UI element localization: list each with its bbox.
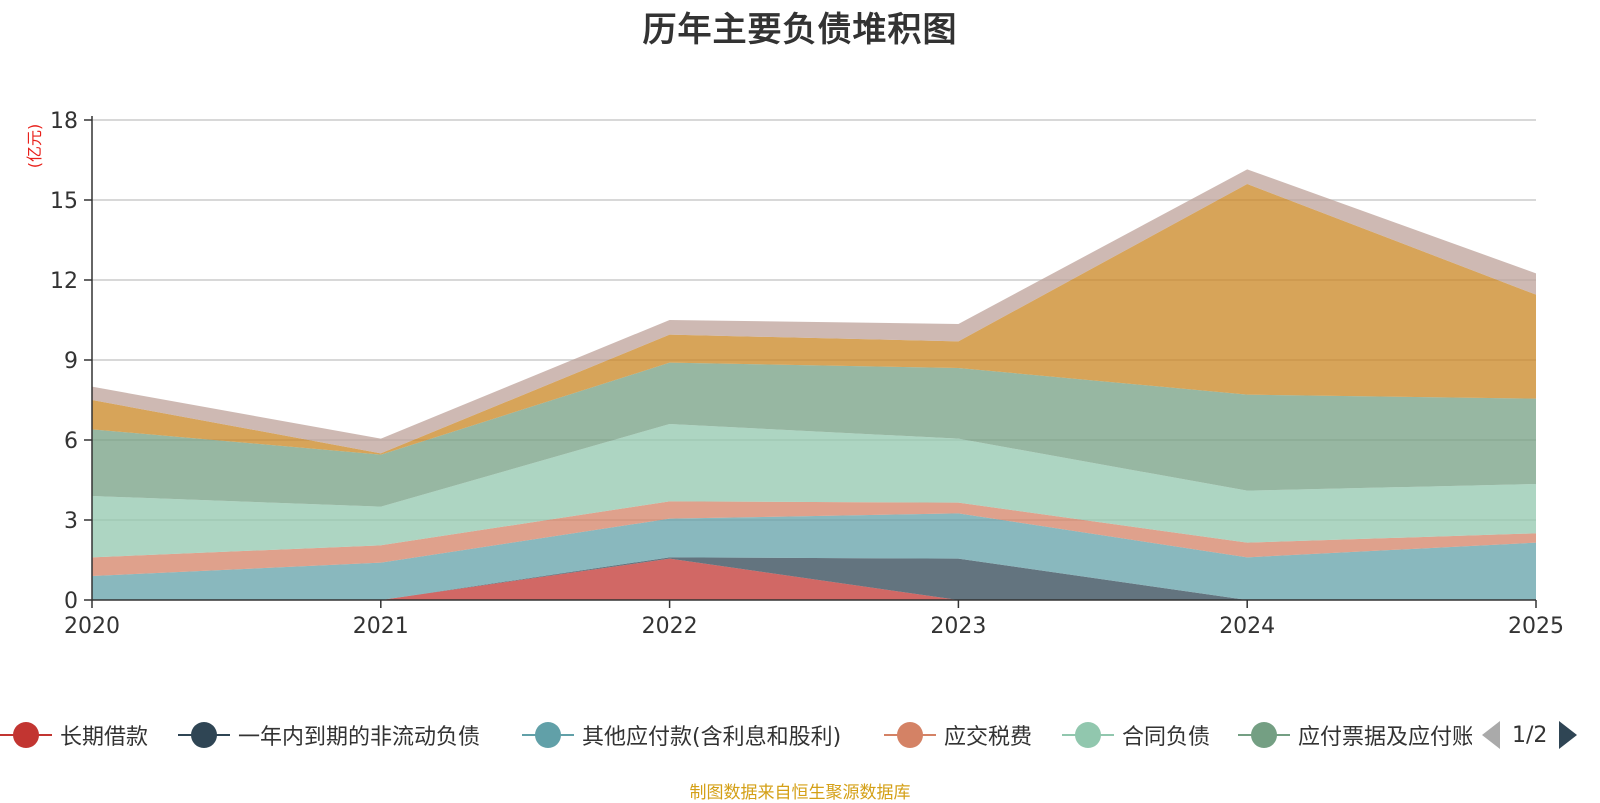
legend-marker-icon: [1238, 722, 1290, 748]
y-tick-label: 15: [50, 189, 78, 214]
legend-marker-icon: [178, 722, 230, 748]
legend-next-page-icon[interactable]: [1559, 721, 1578, 749]
legend-item[interactable]: 合同负债: [1062, 715, 1210, 755]
chart-title: 历年主要负债堆积图: [642, 10, 958, 50]
area-series-1: [92, 558, 1536, 600]
legend-item[interactable]: 应交税费: [884, 715, 1032, 755]
y-unit-label: (亿元): [25, 124, 44, 169]
legend-marker-icon: [884, 722, 936, 748]
legend-label: 其他应付款(含利息和股利): [582, 725, 842, 750]
legend-marker-icon: [1062, 722, 1114, 748]
legend-prev-page-icon[interactable]: [1482, 721, 1500, 749]
legend-marker-icon: [0, 722, 52, 748]
legend-label: 长期借款: [60, 725, 149, 750]
x-tick-label: 2020: [64, 614, 120, 639]
area-series-3: [92, 513, 1536, 600]
y-tick-label: 0: [64, 589, 78, 614]
stacked-area-chart: 0 3 6 9 12 15 18 2020 2021 2022 2023 2024 2025 (亿元): [25, 109, 1564, 639]
y-tick-label: 18: [50, 109, 78, 134]
x-tick-label: 2024: [1219, 614, 1275, 639]
y-tick-label: 12: [50, 269, 78, 294]
x-tick-label: 2023: [930, 614, 986, 639]
legend-item[interactable]: 长期借款: [0, 715, 148, 755]
area-series-8: [92, 169, 1536, 454]
legend-label: 合同负债: [1122, 725, 1211, 750]
area-series: [92, 169, 1536, 600]
x-tick-label: 2022: [642, 614, 698, 639]
y-tick-label: 6: [64, 429, 78, 454]
legend-pager: 1/2: [1482, 715, 1578, 755]
legend-label: 应交税费: [944, 725, 1033, 750]
legend-label: 一年内到期的非流动负债: [238, 725, 481, 750]
legend-item[interactable]: 应付票据及应付账款: [1238, 715, 1472, 755]
legend-label: 应付票据及应付账款: [1298, 725, 1472, 750]
area-series-4: [92, 501, 1536, 576]
area-series-5: [92, 424, 1536, 558]
x-tick-label: 2025: [1508, 614, 1564, 639]
y-tick-label: 3: [64, 509, 78, 534]
y-tick-label: 9: [64, 349, 78, 374]
legend-item[interactable]: 其他应付款(含利息和股利): [522, 715, 841, 755]
legend-marker-icon: [522, 722, 574, 748]
area-series-2: [92, 557, 1536, 600]
axes: 0 3 6 9 12 15 18 2020 2021 2022 2023 2024 2025: [50, 109, 1564, 639]
area-series-6: [92, 362, 1536, 507]
x-tick-label: 2021: [353, 614, 409, 639]
legend-items: 长期借款 一年内到期的非流动负债 其他应付款(含利息和股利) 应交税费 合同负债 应付票据…: [0, 715, 1472, 755]
area-series-7: [92, 184, 1536, 455]
legend-page-indicator: 1/2: [1512, 722, 1548, 748]
source-note: 制图数据来自恒生聚源数据库: [689, 783, 911, 803]
legend: 长期借款 一年内到期的非流动负债 其他应付款(含利息和股利) 应交税费 合同负债 应付票据…: [0, 715, 1600, 755]
legend-item[interactable]: 一年内到期的非流动负债: [178, 715, 480, 755]
